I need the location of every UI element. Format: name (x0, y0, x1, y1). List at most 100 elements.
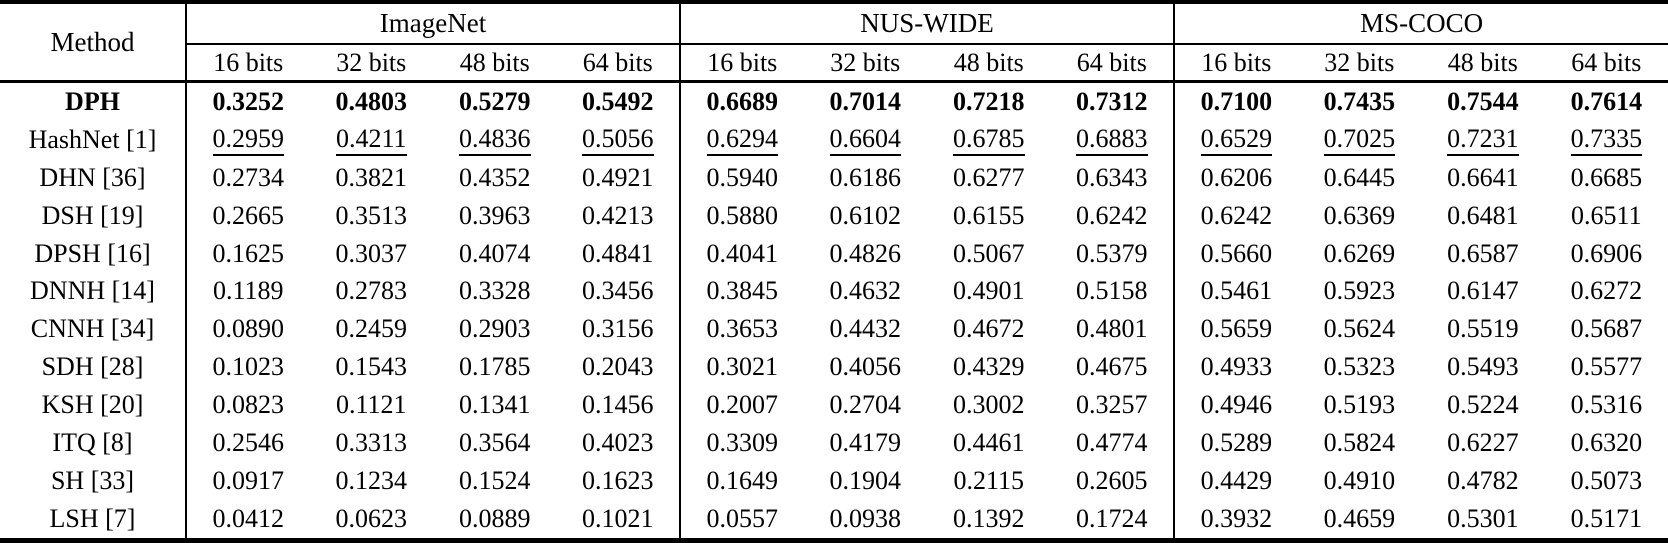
value-cell: 0.6369 (1298, 197, 1422, 235)
map-value: 0.4910 (1323, 466, 1396, 496)
map-value: 0.2605 (1076, 466, 1148, 496)
map-value: 0.1341 (459, 390, 531, 420)
map-value: 0.5158 (1076, 276, 1148, 306)
bits-header: 16 bits (185, 44, 310, 83)
map-value: 0.4211 (335, 125, 407, 156)
value-cell: 0.6604 (804, 121, 928, 159)
value-cell: 0.2903 (433, 310, 557, 348)
map-value: 0.4946 (1200, 390, 1273, 420)
map-value: 0.5923 (1323, 276, 1396, 306)
table-row: HashNet [1] 0.2959 0.4211 0.4836 0.5056 0.629… (0, 120, 1668, 159)
map-value: 0.7014 (829, 86, 902, 116)
value-cell: 0.3456 (557, 273, 681, 311)
value-cell: 0.2959 (185, 120, 310, 159)
map-value: 0.7025 (1323, 125, 1396, 156)
value-cell: 0.1392 (927, 500, 1051, 541)
value-cell: 0.6294 (679, 120, 804, 159)
value-cell: 0.3002 (927, 386, 1051, 424)
map-value: 0.2546 (212, 428, 285, 458)
map-value: 0.5660 (1200, 238, 1273, 268)
value-cell: 0.4056 (804, 348, 928, 386)
value-cell: 0.6320 (1545, 424, 1668, 462)
value-cell: 0.5461 (1173, 272, 1298, 311)
value-cell: 0.1649 (679, 462, 804, 500)
value-cell: 0.5224 (1421, 386, 1545, 424)
map-value: 0.1625 (212, 238, 285, 268)
map-value: 0.3821 (335, 162, 408, 192)
value-cell: 0.5624 (1298, 310, 1422, 348)
value-cell: 0.7231 (1421, 121, 1545, 159)
value-cell: 0.7218 (927, 82, 1051, 121)
value-cell: 0.6242 (1173, 196, 1298, 235)
value-cell: 0.3564 (433, 424, 557, 462)
map-value: 0.6785 (953, 125, 1025, 156)
value-cell: 0.3252 (185, 81, 310, 121)
map-value: 0.4801 (1076, 314, 1148, 344)
bits-header: 64 bits (1050, 44, 1175, 83)
value-cell: 0.3037 (310, 235, 434, 273)
map-value: 0.6242 (1200, 200, 1273, 230)
value-cell: 0.4803 (310, 82, 434, 121)
map-value: 0.4933 (1200, 352, 1273, 382)
value-cell: 0.1021 (557, 500, 681, 541)
table-row: LSH [7] 0.0412 0.0623 0.0889 0.1021 0.0557 0.0… (0, 499, 1668, 541)
map-value: 0.2115 (953, 466, 1025, 496)
map-value: 0.6186 (829, 162, 902, 192)
map-value: 0.6242 (1076, 200, 1148, 230)
dataset-header-mscoco: MS-COCO (1173, 2, 1668, 45)
value-cell: 0.3156 (557, 310, 681, 348)
map-value: 0.4056 (829, 352, 902, 382)
bits-header: 16 bits (679, 44, 804, 83)
map-value: 0.6529 (1200, 125, 1273, 156)
value-cell: 0.2704 (804, 386, 928, 424)
method-name: DNNH [14] (30, 276, 155, 306)
value-cell: 0.5880 (679, 196, 804, 235)
map-value: 0.1543 (335, 352, 408, 382)
value-cell: 0.3328 (433, 273, 557, 311)
map-value: 0.5323 (1323, 352, 1396, 382)
map-value: 0.1724 (1076, 503, 1148, 533)
map-value: 0.6481 (1447, 200, 1519, 230)
map-value: 0.7435 (1323, 86, 1396, 116)
map-value: 0.3313 (335, 428, 408, 458)
map-value: 0.1234 (335, 466, 408, 496)
value-cell: 0.4841 (557, 235, 681, 273)
value-cell: 0.6685 (1545, 159, 1668, 197)
value-cell: 0.4659 (1298, 500, 1422, 541)
map-value: 0.4023 (582, 428, 654, 458)
map-value: 0.6320 (1570, 428, 1643, 458)
map-value: 0.4179 (829, 428, 902, 458)
map-value: 0.0917 (212, 466, 285, 496)
map-value: 0.6445 (1323, 162, 1396, 192)
value-cell: 0.4461 (927, 424, 1051, 462)
bits-header: 16 bits (1173, 44, 1298, 83)
value-cell: 0.2665 (185, 196, 310, 235)
method-name: CNNH [34] (30, 314, 155, 344)
map-value: 0.3963 (459, 200, 531, 230)
map-value: 0.0823 (212, 390, 285, 420)
table-row: SDH [28] 0.1023 0.1543 0.1785 0.2043 0.3021 0.… (0, 348, 1668, 387)
bits-header: 64 bits (556, 44, 681, 83)
value-cell: 0.1625 (185, 234, 310, 273)
value-cell: 0.1341 (433, 386, 557, 424)
value-cell: 0.7614 (1545, 82, 1668, 121)
map-value: 0.1524 (459, 466, 531, 496)
map-value: 0.5461 (1200, 276, 1273, 306)
dataset-header-row: Method ImageNet NUS-WIDE MS-COCO (0, 2, 1668, 83)
value-cell: 0.5493 (1421, 348, 1545, 386)
map-value: 0.5379 (1076, 238, 1148, 268)
value-cell: 0.5940 (679, 158, 804, 197)
value-cell: 0.1189 (185, 272, 310, 311)
bits-header: 32 bits (309, 44, 433, 83)
map-value: 0.4803 (335, 86, 408, 116)
map-value: 0.6147 (1447, 276, 1519, 306)
value-cell: 0.7335 (1545, 121, 1668, 159)
map-value: 0.5659 (1200, 314, 1273, 344)
map-value: 0.5073 (1570, 466, 1643, 496)
value-cell: 0.5923 (1298, 273, 1422, 311)
table-row: ITQ [8] 0.2546 0.3313 0.3564 0.4023 0.3309 0.4… (0, 424, 1668, 463)
map-value: 0.6343 (1076, 162, 1148, 192)
value-cell: 0.5659 (1173, 310, 1298, 349)
value-cell: 0.2734 (185, 158, 310, 197)
